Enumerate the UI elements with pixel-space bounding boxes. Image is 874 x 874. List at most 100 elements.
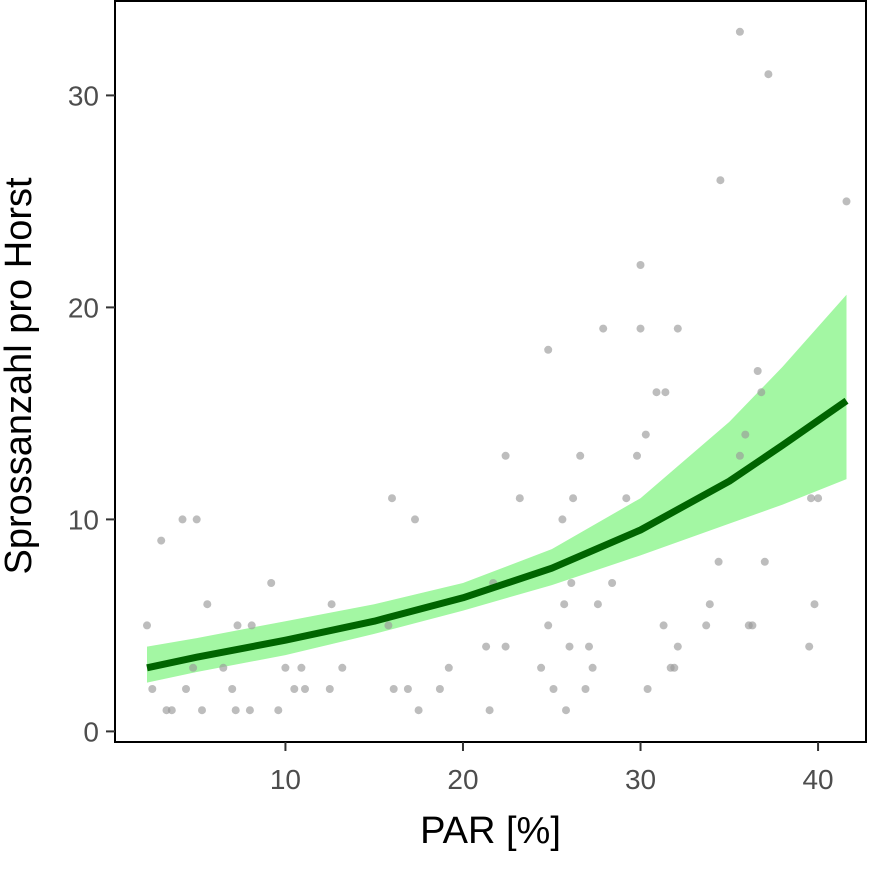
- data-point: [673, 324, 682, 333]
- data-point: [388, 494, 396, 503]
- data-point: [389, 685, 398, 693]
- data-point: [560, 600, 569, 609]
- fit-line: [146, 397, 849, 672]
- data-point: [143, 621, 151, 630]
- y-axis-title: Sprossanzahl pro Horst: [0, 177, 40, 575]
- data-point: [549, 685, 558, 693]
- data-point: [567, 579, 576, 587]
- y-tick-label: 30: [68, 80, 99, 111]
- data-point: [219, 663, 228, 672]
- data-point: [608, 579, 617, 587]
- data-point: [807, 494, 815, 503]
- data-point: [281, 663, 290, 672]
- data-point: [485, 706, 494, 715]
- y-tick-label: 20: [68, 292, 99, 323]
- data-point: [482, 642, 491, 651]
- data-point: [670, 663, 679, 672]
- plot-panel-border: [114, 0, 867, 743]
- data-point: [189, 663, 198, 672]
- confidence-band: [147, 294, 847, 683]
- data-point: [247, 621, 256, 630]
- x-tick-label: 30: [625, 764, 656, 795]
- data-point: [581, 685, 590, 693]
- data-point: [338, 663, 347, 672]
- data-point: [636, 324, 645, 333]
- data-point: [735, 27, 744, 36]
- data-points-layer: [143, 27, 851, 715]
- data-point: [544, 345, 553, 354]
- data-point: [562, 706, 570, 715]
- data-point: [501, 451, 510, 460]
- data-point: [290, 685, 299, 693]
- data-point: [327, 600, 336, 609]
- data-point: [267, 579, 276, 587]
- data-point: [384, 621, 393, 630]
- data-point: [753, 367, 762, 375]
- data-point: [702, 621, 711, 630]
- data-point: [814, 494, 823, 503]
- data-point: [633, 451, 641, 460]
- x-tick-label: 20: [447, 764, 478, 795]
- data-point: [537, 663, 546, 672]
- data-point: [245, 706, 254, 715]
- data-point: [641, 430, 650, 439]
- data-point: [673, 642, 682, 651]
- data-point: [636, 261, 645, 269]
- data-point: [588, 663, 597, 672]
- data-point: [757, 388, 766, 397]
- confidence-band-layer: [147, 294, 847, 683]
- data-point: [576, 451, 585, 460]
- data-point: [805, 642, 814, 651]
- data-point: [231, 706, 240, 715]
- data-point: [297, 663, 306, 672]
- data-point: [178, 515, 187, 524]
- data-point: [233, 621, 242, 630]
- data-point: [643, 685, 652, 693]
- data-point: [748, 621, 757, 630]
- data-point: [810, 600, 819, 609]
- y-tick-label: 10: [68, 504, 99, 535]
- data-point: [622, 494, 631, 503]
- data-point: [411, 515, 419, 524]
- data-point: [515, 494, 524, 503]
- data-point: [558, 515, 567, 524]
- data-point: [842, 197, 851, 206]
- data-point: [735, 451, 744, 460]
- data-point: [157, 536, 166, 545]
- data-point: [198, 706, 206, 715]
- data-point: [414, 706, 423, 715]
- fit-line-layer: [146, 397, 849, 672]
- data-point: [705, 600, 714, 609]
- axes-layer: 10 20 30 40 0 10 20 30: [68, 80, 834, 795]
- data-point: [599, 324, 608, 333]
- x-tick-label: 10: [270, 764, 301, 795]
- x-tick-label: 40: [802, 764, 833, 795]
- data-point: [760, 557, 769, 566]
- data-point: [652, 388, 661, 397]
- data-point: [714, 557, 723, 566]
- data-point: [659, 621, 668, 630]
- data-point: [661, 388, 670, 397]
- data-point: [228, 685, 237, 693]
- data-point: [274, 706, 283, 715]
- data-point: [203, 600, 212, 609]
- data-point: [716, 176, 725, 185]
- x-axis-title: PAR [%]: [420, 810, 561, 852]
- data-point: [501, 642, 510, 651]
- data-point: [182, 685, 190, 693]
- data-point: [192, 515, 201, 524]
- data-point: [148, 685, 157, 693]
- data-point: [435, 685, 444, 693]
- data-point: [403, 685, 412, 693]
- data-point: [444, 663, 453, 672]
- data-point: [741, 430, 750, 439]
- data-point: [565, 642, 574, 651]
- data-point: [764, 70, 773, 79]
- data-point: [569, 494, 578, 503]
- data-point: [585, 642, 593, 651]
- data-point: [301, 685, 309, 693]
- y-tick-label: 0: [83, 716, 99, 747]
- data-point: [325, 685, 334, 693]
- data-point: [167, 706, 176, 715]
